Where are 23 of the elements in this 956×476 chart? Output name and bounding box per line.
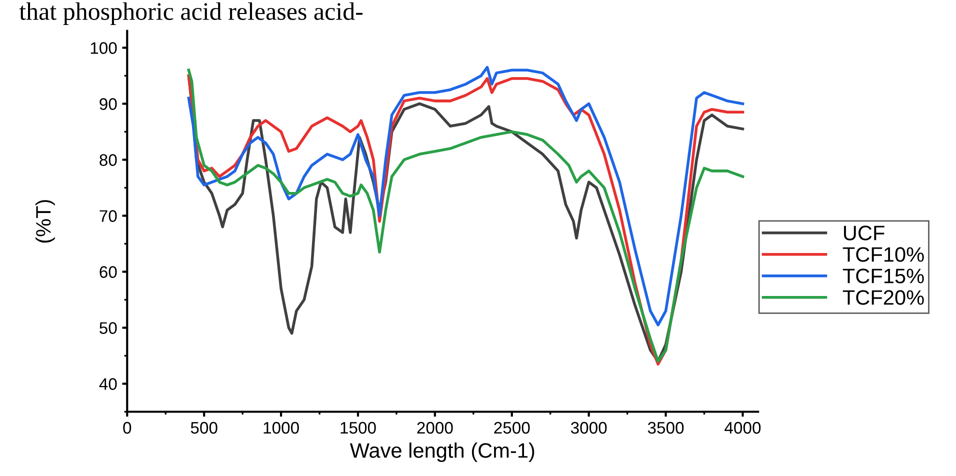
x-tick-label: 2000	[417, 422, 453, 434]
x-axis-title: Wave length (Cm-1)	[350, 442, 534, 462]
legend-label: TCF15%	[842, 268, 924, 284]
legend-label: TCF20%	[842, 290, 924, 305]
y-tick-label: 80	[100, 154, 117, 166]
x-tick-label: 2500	[494, 422, 530, 434]
x-tick-label: 1000	[264, 422, 299, 434]
y-tick-label: 90	[100, 98, 117, 110]
x-tick-label: 1500	[340, 422, 376, 434]
x-tick-label: 3000	[570, 422, 607, 434]
x-tick-label: 4000	[724, 422, 761, 434]
y-tick-label: 60	[100, 266, 117, 278]
x-tick-label: 500	[190, 422, 218, 434]
y-tick-label: 40	[99, 378, 117, 390]
x-tick-label: 0	[123, 422, 132, 434]
x-tick-label: 3500	[648, 422, 684, 434]
legend-label: TCF10%	[842, 247, 924, 262]
y-axis-title: (%T)	[35, 200, 55, 243]
y-tick-label: 70	[100, 210, 117, 222]
legend-label: UCF	[844, 226, 884, 240]
text: that phosphoric acid releases acid-	[19, 2, 363, 26]
y-tick-label: 50	[100, 322, 117, 334]
y-tick-label: 100	[90, 42, 117, 54]
